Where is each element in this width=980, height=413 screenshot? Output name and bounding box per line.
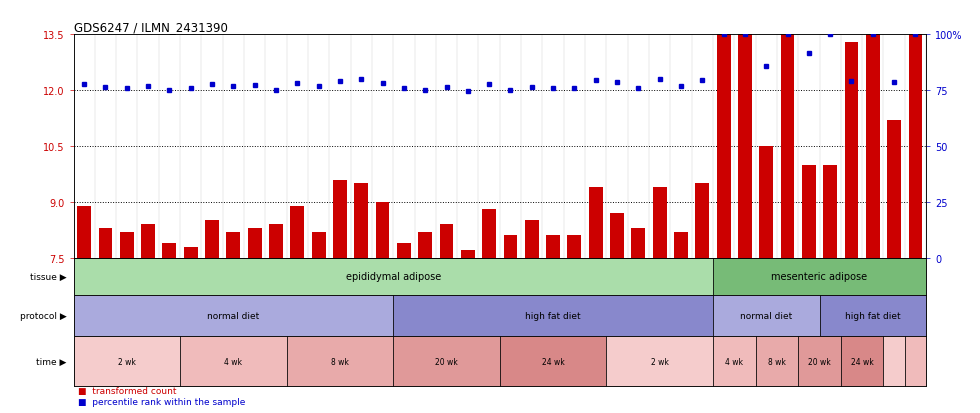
Bar bbox=[546, 236, 560, 258]
Bar bbox=[905, 337, 926, 386]
Bar bbox=[504, 236, 517, 258]
Bar bbox=[440, 225, 454, 258]
Bar bbox=[393, 337, 500, 386]
Bar bbox=[461, 251, 474, 258]
Text: epididymal adipose: epididymal adipose bbox=[346, 272, 441, 282]
Bar bbox=[99, 228, 113, 258]
Bar bbox=[760, 147, 773, 258]
Bar bbox=[270, 225, 283, 258]
Text: high fat diet: high fat diet bbox=[525, 311, 581, 320]
Text: protocol ▶: protocol ▶ bbox=[20, 311, 67, 320]
Bar bbox=[205, 221, 219, 258]
Bar bbox=[141, 225, 155, 258]
Bar bbox=[180, 337, 286, 386]
Bar bbox=[908, 35, 922, 258]
Text: time ▶: time ▶ bbox=[36, 357, 67, 366]
Bar bbox=[802, 165, 815, 258]
Bar bbox=[653, 188, 666, 258]
Text: 2 wk: 2 wk bbox=[651, 357, 668, 366]
Bar bbox=[74, 337, 180, 386]
Text: 24 wk: 24 wk bbox=[542, 357, 564, 366]
Bar bbox=[607, 337, 713, 386]
Text: mesenteric adipose: mesenteric adipose bbox=[771, 272, 867, 282]
Bar bbox=[589, 188, 603, 258]
Bar bbox=[74, 295, 393, 337]
Bar bbox=[226, 232, 240, 258]
Bar bbox=[819, 295, 926, 337]
Bar bbox=[290, 206, 304, 258]
Bar bbox=[393, 295, 712, 337]
Bar bbox=[798, 337, 841, 386]
Text: 24 wk: 24 wk bbox=[851, 357, 873, 366]
Text: 2 wk: 2 wk bbox=[118, 357, 135, 366]
Text: 4 wk: 4 wk bbox=[725, 357, 743, 366]
Bar bbox=[611, 214, 624, 258]
Bar bbox=[884, 337, 905, 386]
Bar bbox=[823, 165, 837, 258]
Bar bbox=[696, 184, 710, 258]
Text: 20 wk: 20 wk bbox=[808, 357, 831, 366]
Text: tissue ▶: tissue ▶ bbox=[30, 272, 67, 281]
Bar bbox=[845, 43, 858, 258]
Bar bbox=[77, 206, 91, 258]
Text: 4 wk: 4 wk bbox=[224, 357, 242, 366]
Bar bbox=[312, 232, 325, 258]
Bar bbox=[525, 221, 539, 258]
Bar bbox=[738, 35, 752, 258]
Text: 20 wk: 20 wk bbox=[435, 357, 458, 366]
Bar bbox=[716, 35, 730, 258]
Bar bbox=[286, 337, 393, 386]
Bar bbox=[120, 232, 133, 258]
Text: ■  transformed count: ■ transformed count bbox=[78, 386, 177, 395]
Text: high fat diet: high fat diet bbox=[845, 311, 901, 320]
Text: GDS6247 / ILMN_2431390: GDS6247 / ILMN_2431390 bbox=[74, 21, 227, 34]
Text: ■  percentile rank within the sample: ■ percentile rank within the sample bbox=[78, 397, 246, 406]
Bar bbox=[887, 121, 901, 258]
Bar bbox=[355, 184, 368, 258]
Bar bbox=[248, 228, 262, 258]
Bar bbox=[74, 258, 712, 295]
Bar bbox=[500, 337, 607, 386]
Bar bbox=[397, 243, 411, 258]
Text: normal diet: normal diet bbox=[207, 311, 260, 320]
Bar bbox=[781, 35, 795, 258]
Text: normal diet: normal diet bbox=[740, 311, 793, 320]
Bar bbox=[163, 243, 176, 258]
Bar bbox=[712, 337, 756, 386]
Bar bbox=[631, 228, 645, 258]
Text: 8 wk: 8 wk bbox=[331, 357, 349, 366]
Text: 8 wk: 8 wk bbox=[768, 357, 786, 366]
Bar bbox=[841, 337, 884, 386]
Bar bbox=[482, 210, 496, 258]
Bar bbox=[418, 232, 432, 258]
Bar bbox=[712, 258, 926, 295]
Bar bbox=[333, 180, 347, 258]
Bar bbox=[184, 247, 198, 258]
Bar bbox=[674, 232, 688, 258]
Bar bbox=[375, 202, 389, 258]
Bar bbox=[756, 337, 798, 386]
Bar bbox=[866, 35, 880, 258]
Bar bbox=[712, 295, 819, 337]
Bar bbox=[567, 236, 581, 258]
